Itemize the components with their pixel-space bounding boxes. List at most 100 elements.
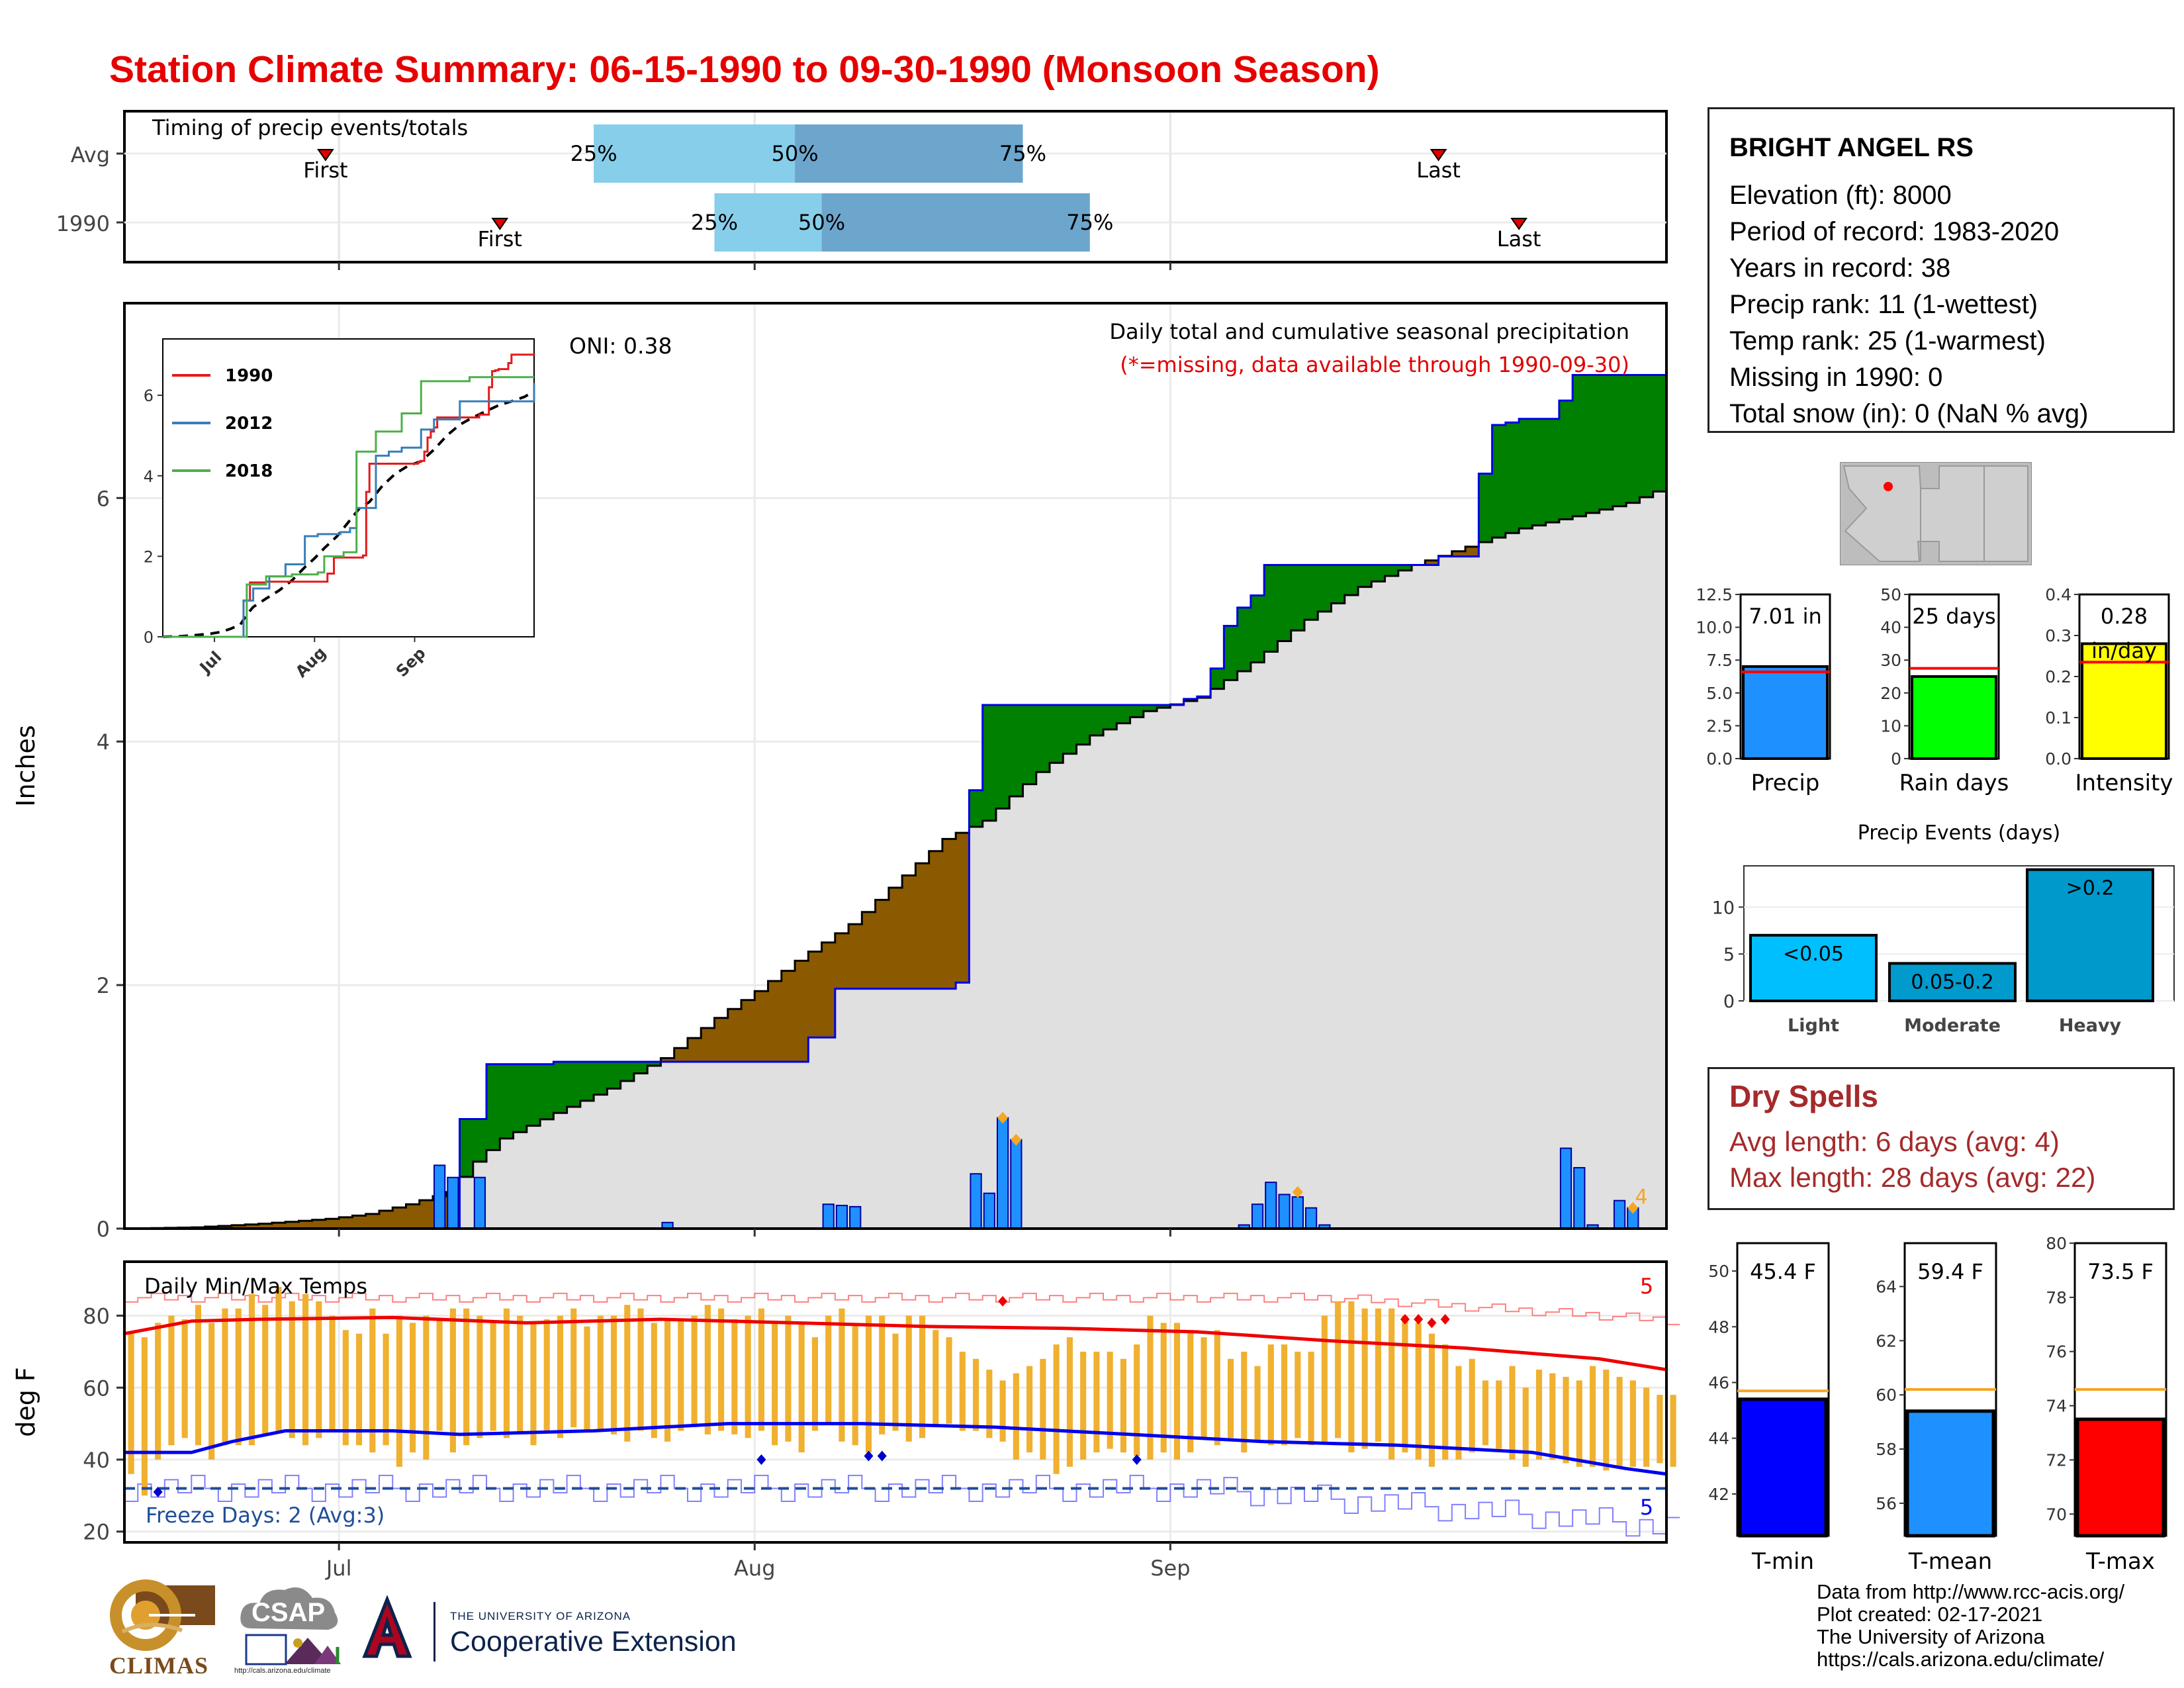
- summary-ytick-label: 12.5: [1696, 585, 1733, 604]
- tbar-value-label: 73.5 F: [2087, 1259, 2154, 1284]
- precip-below-avg-area: [258, 1223, 273, 1229]
- summary-value-label: 0.28: [2101, 604, 2148, 629]
- precip-above-avg-area: [1612, 375, 1627, 506]
- temp-daily-range-bar: [477, 1315, 483, 1438]
- precip-below-avg-area: [888, 887, 903, 989]
- summary-value-label: 25 days: [1912, 604, 1995, 629]
- precip-above-avg-area: [553, 1061, 568, 1113]
- precip-above-avg-area: [1572, 375, 1587, 516]
- temp-daily-range-bar: [463, 1308, 470, 1446]
- temp-daily-range-bar: [1308, 1351, 1314, 1446]
- precip-above-avg-area: [1385, 565, 1399, 577]
- temp-daily-range-bar: [302, 1293, 309, 1446]
- temp-daily-range-bar: [181, 1319, 188, 1438]
- temp-record-max-marker: [1400, 1313, 1410, 1325]
- summary-ytick-label: 0.0: [1706, 749, 1733, 769]
- precip-above-avg-area: [1143, 705, 1158, 712]
- precip-below-avg-area: [245, 1224, 259, 1229]
- temp-daily-range-bar: [1643, 1387, 1650, 1467]
- precip-ytick-label: 4: [97, 729, 110, 755]
- timing-first-marker: [491, 218, 509, 230]
- precip-above-avg-area: [1479, 473, 1493, 542]
- events-bar-moderate: [1888, 962, 2017, 1002]
- tbar-category-label: T-max: [2085, 1548, 2155, 1575]
- station-period: Period of record: 1983-2020: [1729, 217, 2060, 246]
- precip-below-avg-area: [419, 1200, 433, 1229]
- tbar-value-label: 45.4 F: [1750, 1259, 1816, 1284]
- temp-daily-range-bar: [1603, 1370, 1610, 1471]
- events-category-label: Heavy: [2059, 1015, 2122, 1036]
- temp-daily-range-bar: [570, 1308, 577, 1428]
- precip-above-avg-area: [1532, 418, 1547, 526]
- inset-ytick-label: 4: [144, 467, 154, 486]
- temp-daily-range-bar: [1147, 1315, 1154, 1460]
- precip-below-avg-area: [848, 924, 862, 989]
- inset-legend-label: 2018: [225, 461, 273, 481]
- precip-avg-line: [124, 491, 1666, 1230]
- events-ytick-label: 10: [1712, 898, 1735, 918]
- temp-daily-range-bar: [610, 1315, 617, 1434]
- temp-daily-range-bar: [798, 1323, 805, 1453]
- temp-daily-range-bar: [999, 1380, 1006, 1442]
- temp-daily-range-bar: [410, 1323, 416, 1453]
- temp-daily-range-bar: [396, 1315, 402, 1467]
- temperature-bar-charts: 42 44 46 48 50 45.4 F T-min 56 58 60 62 64 59.4 F T-m…: [1708, 1234, 2167, 1575]
- temp-record-max-marker: [998, 1295, 1008, 1307]
- temp-daily-range-bar: [1053, 1344, 1060, 1474]
- precip-below-avg-area: [902, 875, 916, 989]
- temp-daily-range-bar: [275, 1287, 282, 1431]
- precip-above-avg-area: [1358, 565, 1372, 587]
- temp-daily-range-bar: [235, 1308, 242, 1446]
- temp-daily-range-bar: [1522, 1387, 1529, 1467]
- inset-1990-line: [163, 353, 535, 638]
- summary-value-label: 7.01 in: [1749, 604, 1822, 629]
- temp-daily-range-bar: [1241, 1351, 1248, 1453]
- temp-daily-range-bar: [383, 1333, 389, 1446]
- precip-below-avg-area: [754, 991, 769, 1062]
- temp-daily-range-bar: [1120, 1358, 1126, 1453]
- precip-below-avg-area: [660, 1058, 675, 1062]
- precip-above-avg-area: [1130, 705, 1144, 718]
- precip-chart: 0 2 4 6 Inches ONI: 0.38 Daily total and cumul…: [11, 302, 1668, 1242]
- temp-daily-range-bar: [1670, 1395, 1676, 1467]
- tbar-ytick-label: 46: [1708, 1373, 1729, 1392]
- precip-below-avg-area: [339, 1217, 353, 1229]
- precip-above-avg-area: [1183, 698, 1198, 702]
- inset-frame: [162, 338, 535, 637]
- station-info-box: BRIGHT ANGEL RS Elevation (ft): 8000 Per…: [1707, 107, 2175, 433]
- ua-logo-big: Cooperative Extension: [450, 1626, 737, 1658]
- temp-ytick-label: 60: [83, 1376, 110, 1401]
- temp-daily-range-bar: [1657, 1395, 1663, 1464]
- precip-below-avg-area: [942, 839, 956, 989]
- events-category-label: Light: [1788, 1015, 1839, 1036]
- timing-pct-label: 50%: [771, 141, 818, 166]
- precip-below-avg-area: [271, 1223, 286, 1229]
- timing-last-marker: [1430, 149, 1447, 162]
- temp-record-max-marker: [1414, 1313, 1424, 1325]
- temp-daily-range-bar: [1535, 1370, 1543, 1460]
- precip-above-avg-area: [1250, 595, 1265, 663]
- precip-below-avg-area: [714, 1017, 729, 1062]
- timing-bar-q2: [821, 193, 1090, 252]
- precip-subtitle: Daily total and cumulative seasonal prec…: [1109, 319, 1629, 344]
- summary-bar-charts: 0.0 2.5 5.0 7.5 10.0 12.5 7.01 in Precip 0 10 20 30…: [1696, 585, 2173, 796]
- summary-ytick-label: 20: [1880, 684, 1901, 703]
- temp-daily-range-bar: [1321, 1315, 1328, 1442]
- precip-ylabel: Inches: [11, 725, 40, 806]
- inset-avg-line: [162, 390, 535, 638]
- temp-daily-range-bar: [1214, 1330, 1220, 1446]
- temp-xtick-label: Aug: [734, 1556, 775, 1581]
- credit-source: Data from http://www.rcc-acis.org/: [1817, 1580, 2125, 1603]
- temp-daily-range-bar: [678, 1319, 684, 1431]
- precip-above-avg-area: [1304, 565, 1318, 620]
- temp-daily-range-bar: [168, 1315, 175, 1446]
- precip-above-avg-area: [1318, 565, 1332, 612]
- timing-bar-q2: [795, 124, 1023, 183]
- ua-a-logo: [361, 1595, 414, 1662]
- temp-daily-range-bar: [718, 1308, 725, 1431]
- timing-first-label: First: [303, 158, 347, 183]
- tbar-ytick-label: 72: [2046, 1450, 2067, 1470]
- temp-daily-range-bar: [503, 1308, 510, 1438]
- timing-row-label: 1990: [56, 211, 110, 236]
- temp-daily-range-bar: [772, 1323, 778, 1446]
